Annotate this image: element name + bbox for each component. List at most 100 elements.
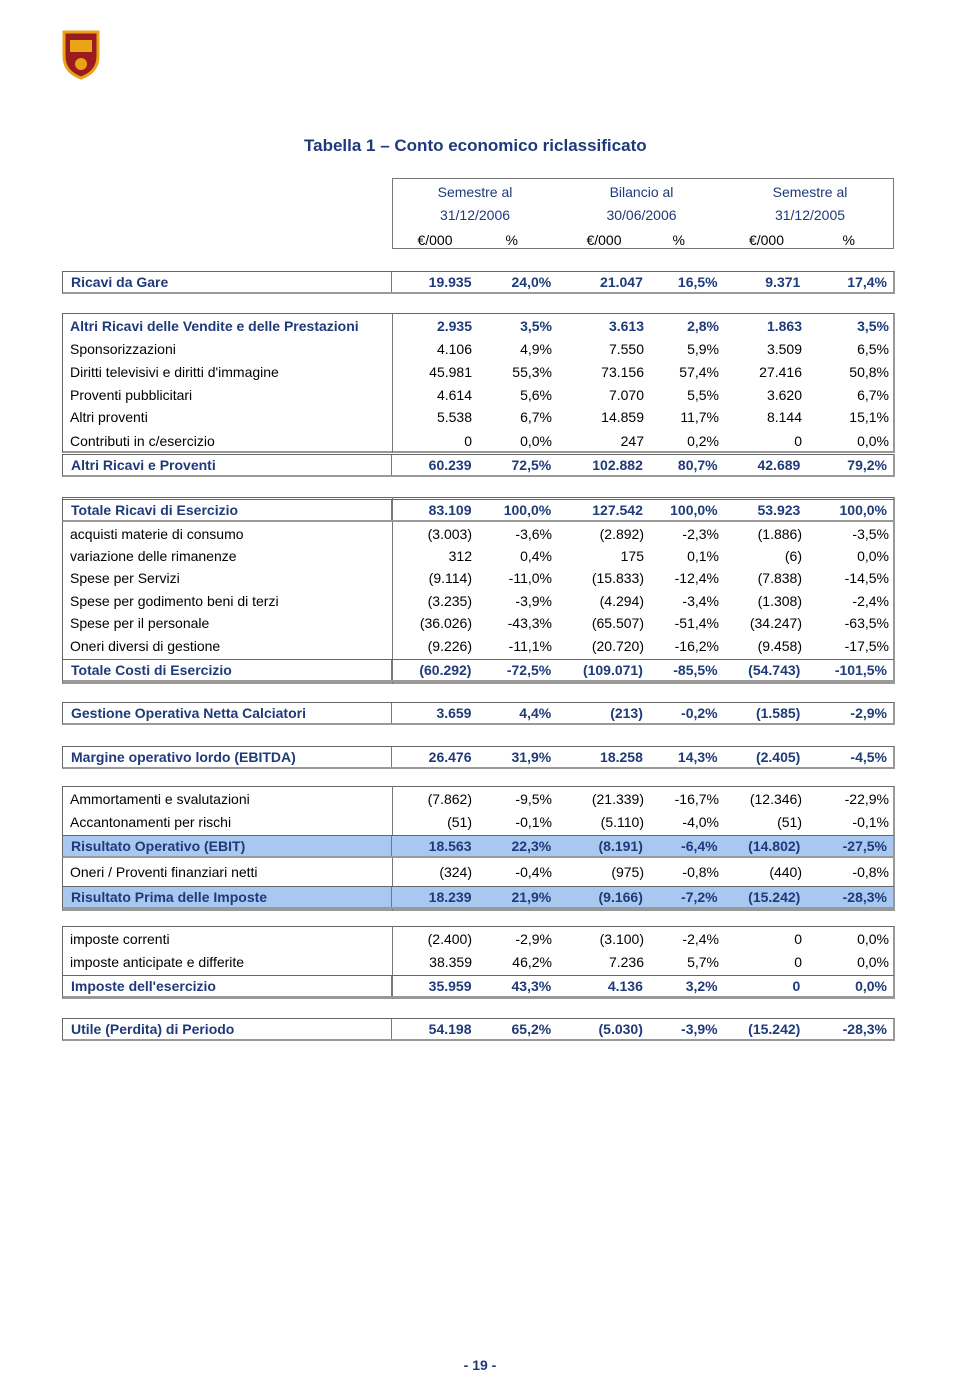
cell-value: -101,5% (834, 662, 887, 678)
table-row: Sponsorizzazioni 4.106 4,9% 7.550 5,9% 3.509 6… (62, 337, 895, 360)
cell-value: 0,4% (520, 547, 552, 564)
cell-value: -72,5% (506, 662, 552, 678)
cell-value: (6) (784, 547, 802, 564)
divider (392, 497, 393, 684)
cell-value: (2.405) (755, 749, 801, 765)
table-row: Ammortamenti e svalutazioni (7.862) -9,5% (… (62, 787, 895, 810)
row-label: Diritti televisivi e diritti d'immagine (70, 363, 279, 380)
cell-value: 100,0% (503, 502, 552, 518)
cell-value: -2,9% (850, 705, 887, 721)
column-header: Bilancio al (609, 184, 674, 200)
cell-value: 14.859 (601, 408, 644, 425)
row-label: Totale Ricavi di Esercizio (63, 500, 392, 520)
cell-value: (1.886) (757, 525, 802, 542)
cell-value: (34.247) (749, 614, 802, 631)
cell-value: 0,1% (687, 547, 719, 564)
cell-value: (15.833) (591, 569, 644, 586)
cell-value: (21.339) (591, 790, 644, 807)
cell-value: 3.620 (766, 386, 802, 403)
cell-value: (7.838) (757, 569, 802, 586)
table-row: acquisti materie di consumo (3.003) -3,6% (… (62, 522, 895, 545)
cell-value: 38.359 (429, 953, 472, 970)
cell-value: (51) (777, 813, 802, 830)
group-box (62, 497, 895, 684)
cell-value: 6,7% (857, 386, 889, 403)
cell-value: -27,5% (842, 838, 887, 854)
cell-value: 4.106 (436, 340, 472, 357)
cell-value: -4,0% (682, 813, 719, 830)
cell-value: -0,8% (852, 863, 889, 880)
cell-value: -14,5% (844, 569, 889, 586)
table-row: Risultato Prima delle Imposte 18.239 21,9%… (62, 886, 895, 909)
cell-value: 5.538 (436, 408, 472, 425)
divider (392, 926, 393, 999)
cell-value: 15,1% (849, 408, 889, 425)
cell-value: 24,0% (511, 274, 552, 290)
cell-value: 3,2% (685, 978, 718, 994)
cell-value: 35.959 (428, 978, 472, 994)
table-row: Proventi pubblicitari 4.614 5,6% 7.070 5,5% 3… (62, 383, 895, 406)
row-label: acquisti materie di consumo (70, 525, 244, 542)
row-label: Altri proventi (70, 408, 148, 425)
row-label: Risultato Prima delle Imposte (63, 887, 392, 907)
cell-value: 4.136 (607, 978, 643, 994)
cell-value: 0,0% (857, 953, 889, 970)
table-row: Totale Ricavi di Esercizio 83.109 100,0% 12… (62, 499, 895, 522)
row-label: Proventi pubblicitari (70, 386, 193, 403)
cell-value: 11,7% (680, 408, 719, 425)
table-row: Altri Ricavi e Proventi 60.239 72,5% 102.88… (62, 454, 895, 477)
table-row: Spese per Servizi (9.114) -11,0% (15.833) -1… (62, 566, 895, 589)
row-label: imposte anticipate e differite (70, 953, 245, 970)
table-row: Altri Ricavi delle Vendite e delle Prest… (62, 314, 895, 337)
table-row: Imposte dell'esercizio 35.959 43,3% 4.136 3,… (62, 975, 895, 998)
cell-value: (1.308) (757, 592, 802, 609)
cell-value: 6,5% (857, 340, 889, 357)
row-label: Sponsorizzazioni (70, 340, 176, 357)
cell-value: 0,0% (855, 978, 887, 994)
cell-value: -63,5% (844, 614, 889, 631)
cell-value: 312 (448, 547, 472, 564)
cell-value: 3.509 (766, 340, 802, 357)
cell-value: 50,8% (849, 363, 889, 380)
cell-value: 3,5% (520, 317, 552, 334)
cell-value: 9.371 (765, 274, 801, 290)
table-row: Accantonamenti per rischi (51) -0,1% (5.110… (62, 810, 895, 833)
cell-value: 5,9% (687, 340, 719, 357)
cell-value: 127.542 (592, 502, 643, 518)
cell-value: (213) (610, 705, 643, 721)
table-row: imposte correnti (2.400) -2,9% (3.100) -2,4%… (62, 927, 895, 950)
row-label: Contributi in c/esercizio (70, 432, 215, 449)
row-label: Ricavi da Gare (63, 272, 392, 292)
row-label: Totale Costi di Esercizio (63, 660, 392, 680)
cell-value: (1.585) (755, 705, 801, 721)
cell-value: 3.613 (608, 317, 644, 334)
cell-value: -0,1% (515, 813, 552, 830)
cell-value: 0,0% (857, 930, 889, 947)
cell-value: (9.458) (757, 637, 802, 654)
cell-value: 3.659 (436, 705, 472, 721)
cell-value: 65,2% (511, 1021, 552, 1037)
cell-value: 21,9% (511, 889, 552, 905)
table-row: Contributi in c/esercizio 0 0,0% 247 0,2% 0 0,… (62, 429, 895, 452)
cell-value: 7.550 (608, 340, 644, 357)
cell-value: 31,9% (511, 749, 552, 765)
cell-value: 5,6% (520, 386, 552, 403)
cell-value: -6,4% (681, 838, 718, 854)
cell-value: 5,5% (687, 386, 719, 403)
cell-value: (15.242) (748, 1021, 801, 1037)
cell-value: (975) (611, 863, 644, 880)
table-row: Ricavi da Gare 19.935 24,0% 21.047 16,5% 9.37… (62, 271, 895, 294)
cell-value: (9.114) (428, 569, 472, 586)
cell-value: 0,2% (687, 432, 719, 449)
cell-value: (2.892) (599, 525, 644, 542)
unit-label: % (672, 232, 685, 248)
cell-value: 27.416 (759, 363, 802, 380)
cell-value: (12.346) (749, 790, 802, 807)
row-label: Gestione Operativa Netta Calciatori (63, 703, 392, 723)
cell-value: 72,5% (511, 457, 552, 473)
cell-value: -16,2% (674, 637, 719, 654)
cell-value: -9,5% (515, 790, 552, 807)
cell-value: 57,4% (679, 363, 719, 380)
cell-value: -51,4% (674, 614, 719, 631)
